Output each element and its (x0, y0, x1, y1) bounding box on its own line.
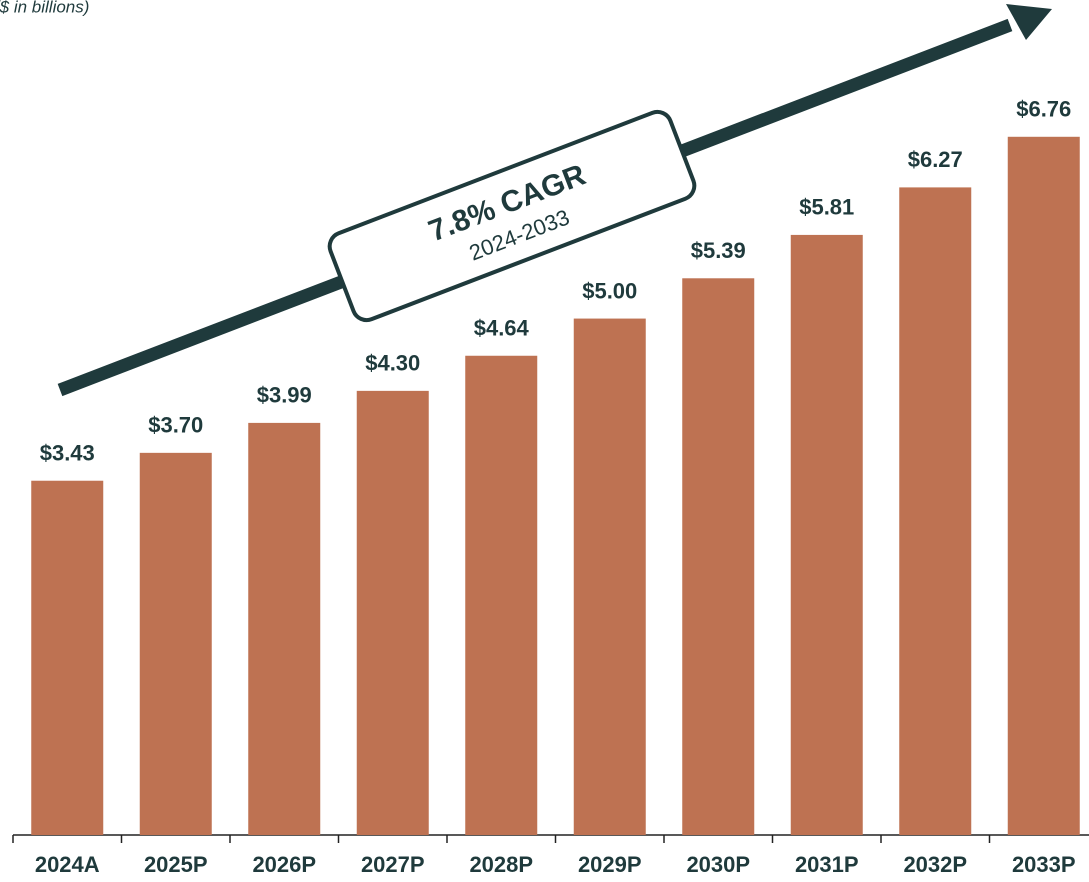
value-label: $4.64 (474, 316, 530, 341)
x-tick-label: 2028P (469, 852, 533, 877)
x-tick-label: 2024A (35, 852, 100, 877)
cagr-box-frame (327, 109, 697, 323)
value-label: $5.00 (582, 278, 637, 303)
value-label: $3.70 (148, 413, 203, 438)
x-tick-label: 2029P (578, 852, 642, 877)
cagr-box: 7.8% CAGR 2024-2033 (327, 109, 697, 323)
bar (248, 422, 321, 835)
value-label: $5.39 (691, 238, 746, 263)
bar (573, 318, 646, 836)
value-label: $5.81 (799, 195, 854, 220)
x-tick-label: 2030P (686, 852, 750, 877)
x-tick-label: 2026P (252, 852, 316, 877)
bar (139, 452, 212, 835)
x-tick-label: 2031P (795, 852, 859, 877)
x-tick-label: 2032P (903, 852, 967, 877)
bar (790, 234, 863, 835)
bar (682, 278, 755, 835)
value-label: $6.76 (1016, 97, 1071, 122)
bar (1007, 136, 1080, 835)
x-tick-label: 2025P (144, 852, 208, 877)
value-label: $6.27 (908, 147, 963, 172)
x-tick-label: 2033P (1012, 852, 1076, 877)
value-label: $4.30 (365, 351, 420, 376)
value-label: $3.99 (257, 383, 312, 408)
subtitle: ($ in billions) (0, 0, 89, 16)
value-label: $3.43 (40, 441, 95, 466)
x-tick-label: 2027P (361, 852, 425, 877)
bar (899, 187, 972, 836)
bar (31, 480, 104, 835)
bar (465, 355, 538, 835)
arrow-head (1006, 4, 1052, 40)
bar (356, 390, 429, 835)
